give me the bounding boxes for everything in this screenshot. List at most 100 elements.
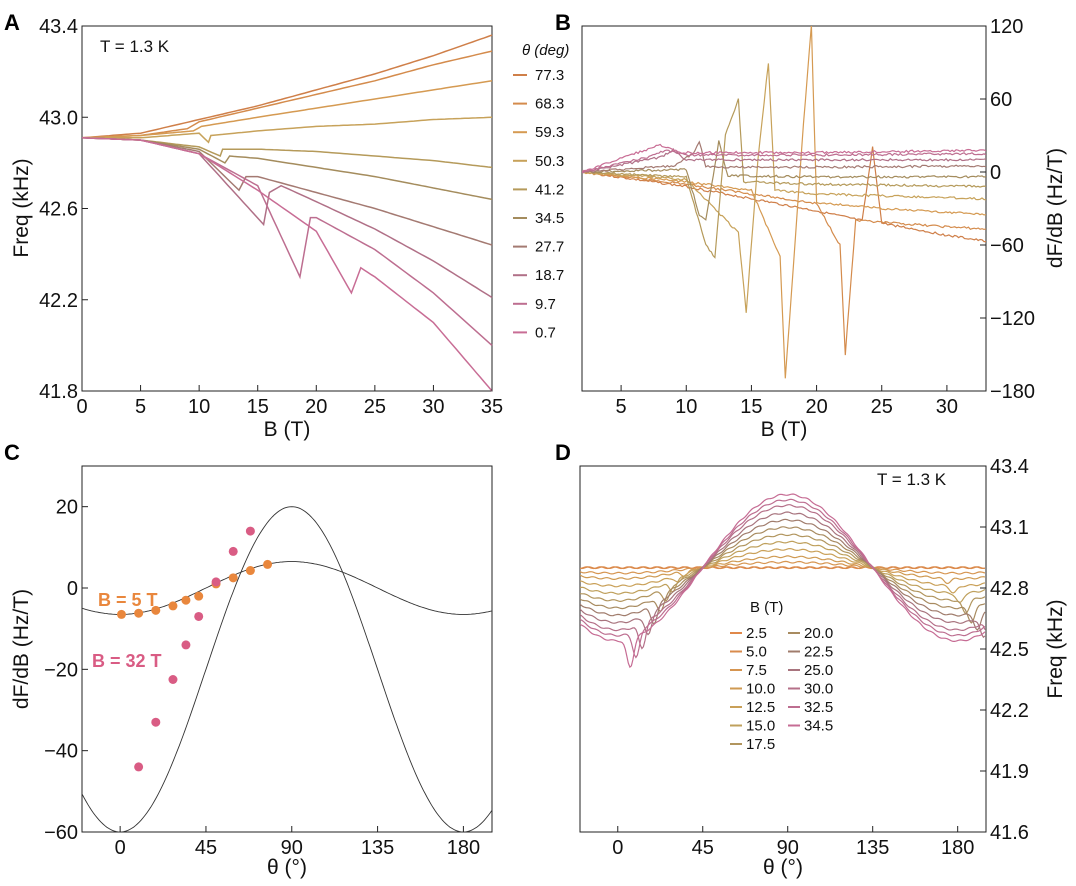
x-tick-label: 20 bbox=[305, 396, 327, 418]
panel-c-xlabel: θ (°) bbox=[267, 856, 307, 879]
y-tick-label: 120 bbox=[990, 16, 1023, 38]
x-tick-label: 135 bbox=[361, 837, 394, 859]
panel-c-point-32t bbox=[228, 546, 238, 556]
panel-a-series-0.7 bbox=[81, 137, 493, 392]
panel-c-point-5t bbox=[194, 591, 204, 601]
panel-d-curves bbox=[580, 493, 986, 669]
panel-d-series-10 bbox=[580, 555, 986, 585]
panel-a-series-50.3 bbox=[82, 116, 493, 144]
x-tick-label: 15 bbox=[247, 396, 269, 418]
y-tick-label: 42.5 bbox=[990, 639, 1029, 661]
panel-c-point-32t bbox=[134, 762, 144, 772]
y-tick-label: 60 bbox=[990, 89, 1012, 111]
panel-a-legend-title: θ (deg) bbox=[522, 42, 569, 59]
y-tick-label: −60 bbox=[44, 822, 78, 844]
panel-a-xticks: 0 5 10 15 20 25 30 35 bbox=[76, 385, 503, 418]
panel-a-series-59.3 bbox=[81, 80, 493, 139]
panel-letter-c: C bbox=[4, 440, 20, 465]
panel-letter-a: A bbox=[4, 10, 20, 35]
x-tick-label: 10 bbox=[188, 396, 210, 418]
legend-entry: 34.5 bbox=[535, 210, 564, 227]
panel-c-point-32t bbox=[181, 640, 191, 650]
panel-letter-d: D bbox=[555, 440, 571, 465]
panel-c-point-5t bbox=[245, 566, 255, 576]
panel-b-ylabel: dF/dB (Hz/T) bbox=[1044, 148, 1067, 268]
panel-c-point-5t bbox=[168, 601, 178, 611]
y-tick-label: 43.4 bbox=[990, 456, 1029, 478]
panel-a-series-34.5 bbox=[81, 137, 493, 201]
y-tick-label: −180 bbox=[990, 381, 1035, 403]
panel-d-yticks: 43.4 43.1 42.8 42.5 42.2 41.9 41.6 bbox=[980, 456, 1029, 844]
panel-d-series-15 bbox=[580, 540, 986, 604]
x-tick-label: 45 bbox=[692, 837, 714, 859]
legend-entry: 0.7 bbox=[535, 324, 556, 341]
panel-c-ylabel: dF/dB (Hz/T) bbox=[10, 589, 33, 709]
legend-entry: 30.0 bbox=[804, 681, 833, 698]
panel-d-series-30 bbox=[580, 504, 986, 650]
x-tick-label: 30 bbox=[422, 396, 444, 418]
panel-b-series-68.3 bbox=[582, 170, 986, 356]
panel-c-curves bbox=[82, 506, 492, 832]
legend-entry: 32.5 bbox=[804, 699, 833, 716]
panel-c-point-5t bbox=[116, 609, 126, 619]
y-tick-label: 41.9 bbox=[990, 761, 1029, 783]
panel-a-curves bbox=[81, 34, 493, 392]
panel-d-ylabel: Freq (kHz) bbox=[1044, 599, 1067, 698]
panel-c-fit-5t bbox=[82, 561, 492, 615]
x-tick-label: 90 bbox=[281, 837, 303, 859]
panel-d: 0 45 90 135 180 43.4 43.1 42.8 42.5 42.2 41.9 41.6… bbox=[579, 456, 1067, 879]
x-tick-label: 15 bbox=[740, 396, 762, 418]
y-tick-label: 20 bbox=[56, 497, 78, 519]
y-tick-label: 43.4 bbox=[39, 16, 78, 38]
panel-b-series-77.3 bbox=[582, 146, 986, 243]
panel-c-xticks: 0 45 90 135 180 bbox=[115, 826, 480, 859]
legend-entry: 18.7 bbox=[535, 267, 564, 284]
panel-b-series-27.7 bbox=[582, 140, 986, 173]
legend-entry: 17.5 bbox=[746, 736, 775, 753]
panel-d-series-22.5 bbox=[580, 518, 986, 631]
panel-a-series-18.7 bbox=[81, 137, 493, 299]
panel-b-xlabel: B (T) bbox=[761, 418, 808, 441]
panel-d-series-34.5 bbox=[580, 493, 986, 669]
panel-a: 0 5 10 15 20 25 30 35 41.8 42.2 42.6 43.0 43.4 B (T… bbox=[10, 16, 569, 441]
legend-entry: 10.0 bbox=[746, 681, 775, 698]
x-tick-label: 5 bbox=[135, 396, 146, 418]
panel-c-frame bbox=[81, 465, 493, 833]
panel-a-temperature: T = 1.3 K bbox=[100, 37, 170, 56]
panel-c-point-5t bbox=[228, 573, 238, 583]
legend-entry: 59.3 bbox=[535, 124, 564, 141]
panel-a-series-77.3 bbox=[81, 34, 493, 139]
y-tick-label: −20 bbox=[44, 659, 78, 681]
legend-entry: 7.5 bbox=[746, 662, 767, 679]
panel-c-point-5t bbox=[134, 608, 144, 618]
x-tick-label: 25 bbox=[871, 396, 893, 418]
panel-d-xlabel: θ (°) bbox=[763, 856, 803, 879]
panel-a-legend: θ (deg) 77.3 68.3 59.3 50.3 41.2 34.5 27.7 18.7… bbox=[513, 42, 569, 341]
x-tick-label: 135 bbox=[856, 837, 889, 859]
panel-d-series-32.5 bbox=[580, 498, 986, 659]
y-tick-label: 42.6 bbox=[39, 199, 78, 221]
panel-c-yticks: 20 0 −20 −40 −60 bbox=[44, 497, 88, 844]
x-tick-label: 20 bbox=[805, 396, 827, 418]
x-tick-label: 0 bbox=[612, 837, 623, 859]
y-tick-label: 42.8 bbox=[990, 578, 1029, 600]
panel-d-legend-title: B (T) bbox=[750, 599, 783, 616]
panel-d-frame bbox=[579, 465, 987, 833]
panel-a-series-27.7 bbox=[81, 137, 493, 246]
x-tick-label: 5 bbox=[616, 396, 627, 418]
panel-c-point-32t bbox=[194, 611, 204, 621]
panel-b-series-18.7 bbox=[582, 147, 986, 173]
panel-d-legend: B (T) 2.5 5.07.5 10.012.5 15.017.5 20.0 22.52… bbox=[730, 599, 833, 753]
panel-c-point-32t bbox=[245, 526, 255, 536]
legend-entry: 68.3 bbox=[535, 96, 564, 113]
x-tick-label: 0 bbox=[76, 396, 87, 418]
legend-entry: 50.3 bbox=[535, 153, 564, 170]
y-tick-label: −40 bbox=[44, 741, 78, 763]
panel-c-label-32t: B = 32 T bbox=[92, 651, 162, 671]
panel-c: 0 45 90 135 180 20 0 −20 −40 −60 θ (°) dF/dB (Hz… bbox=[10, 465, 493, 879]
x-tick-label: 25 bbox=[364, 396, 386, 418]
legend-entry: 2.5 bbox=[746, 625, 767, 642]
panel-a-ylabel: Freq (kHz) bbox=[10, 158, 33, 257]
x-tick-label: 180 bbox=[941, 837, 974, 859]
